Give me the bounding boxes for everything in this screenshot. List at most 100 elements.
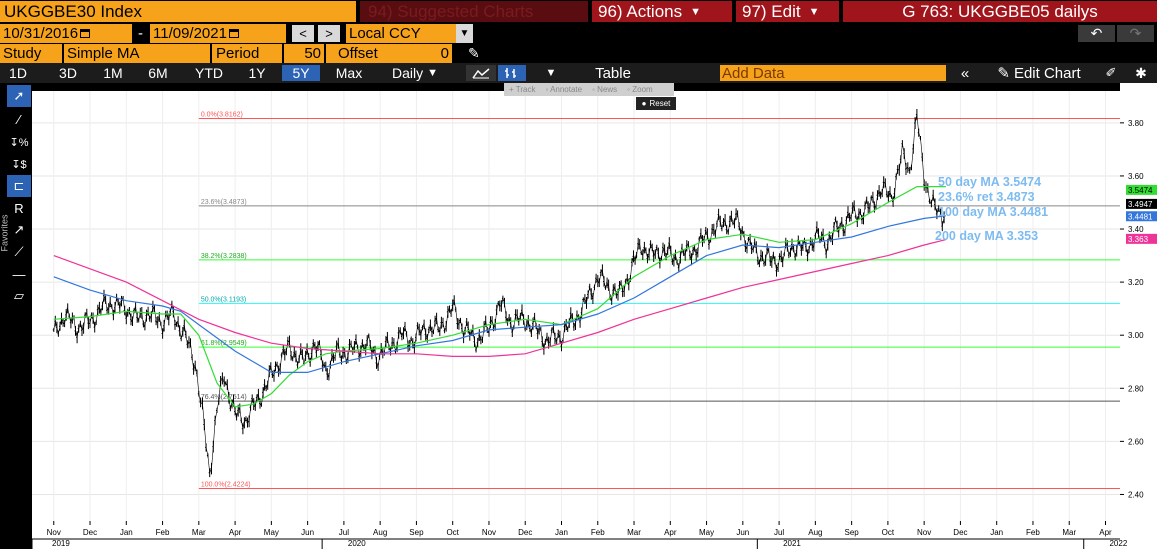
period-max-button[interactable]: Max (335, 65, 363, 81)
moving-average-line (53, 215, 946, 373)
palette-track-button[interactable]: + Track (509, 85, 536, 94)
price-line (53, 114, 945, 474)
chart-settings-button[interactable]: ✐ (1100, 65, 1122, 81)
cursor-icon: ➚ (13, 88, 25, 103)
moving-average-line (53, 239, 947, 357)
study-label: Study (0, 44, 62, 63)
bar-chart-button[interactable] (498, 65, 526, 81)
retracement-tool[interactable]: R (7, 197, 31, 219)
x-tick-label: May (264, 528, 279, 537)
prev-period-button[interactable]: < (292, 25, 314, 42)
suggested-charts-button[interactable]: 94) Suggested Charts (360, 1, 588, 22)
x-tick-label: Apr (229, 528, 242, 537)
edit-chart-button[interactable]: ✎ Edit Chart (984, 65, 1094, 83)
calendar-icon[interactable] (228, 29, 239, 38)
fib-tool[interactable]: ⊏ (7, 175, 31, 197)
gear-icon: ✱ (1135, 64, 1147, 81)
arrow-tool[interactable]: ↗ (7, 219, 31, 241)
table-button[interactable]: Table (595, 64, 631, 82)
y-tick-label: 3.00 (1128, 331, 1144, 340)
cursor-tool[interactable]: ➚ (7, 85, 31, 107)
retracement-icon: R (14, 200, 24, 216)
x-tick-label: Jan (555, 528, 568, 537)
palette-annotate-button[interactable]: ◦ Annotate (545, 85, 583, 94)
y-tick-label: 3.80 (1128, 119, 1144, 128)
period-3d-button[interactable]: 3D (59, 65, 77, 81)
gear-button[interactable]: ✱ (1130, 65, 1152, 81)
date-separator: - (138, 25, 143, 42)
fib-level-label: 38.2%(3.2838) (201, 253, 247, 260)
period-5y-button[interactable]: 5Y (282, 65, 320, 81)
line-chart-button[interactable] (466, 65, 496, 81)
x-tick-label: Jan (990, 528, 1003, 537)
trend-tool[interactable]: ⟋ (7, 241, 31, 263)
x-axis-panel (32, 521, 1157, 549)
start-date-field[interactable]: 10/31/2016 (0, 24, 132, 43)
redo-button[interactable]: ↷ (1117, 25, 1154, 42)
price-tag-label: 3.4947 (1128, 200, 1153, 209)
line-chart-icon (472, 68, 490, 79)
redo-icon: ↷ (1129, 25, 1142, 41)
start-date-value: 10/31/2016 (3, 25, 79, 42)
offset-input[interactable]: 0 (400, 44, 452, 63)
period-ytd-button[interactable]: YTD (195, 65, 223, 81)
palette-news-button[interactable]: ◦ News (592, 85, 618, 94)
arrow-icon: ↗ (13, 222, 25, 237)
actions-menu[interactable]: 96) Actions ▼ (592, 1, 732, 22)
collapse-button[interactable]: « (954, 65, 976, 82)
y-tick-label: 2.80 (1128, 384, 1144, 393)
palette-zoom-button[interactable]: ◦ Zoom (627, 85, 653, 94)
currency-dropdown-button[interactable]: ▼ (456, 24, 473, 43)
fib-level-label: 50.0%(3.1193) (201, 297, 246, 304)
add-data-input[interactable]: Add Data (720, 65, 946, 82)
period-1d-button[interactable]: 1D (9, 65, 27, 81)
period-6m-button[interactable]: 6M (148, 65, 168, 81)
y-tick-label: 3.20 (1128, 278, 1144, 287)
x-tick-label: Nov (47, 528, 61, 537)
period-label: Period (212, 44, 282, 63)
line-tool[interactable]: ∕ (7, 108, 31, 130)
y-tick-label: 3.60 (1128, 172, 1144, 181)
x-tick-label: Oct (882, 528, 895, 537)
price-tag-label: 3.5474 (1128, 186, 1153, 195)
x-tick-label: Sep (409, 528, 424, 537)
period-input[interactable]: 50 (284, 44, 324, 63)
year-label: 2022 (1109, 539, 1127, 548)
end-date-field[interactable]: 11/09/2021 (150, 24, 286, 43)
hline-tool[interactable]: — (7, 263, 31, 285)
chart-type-dropdown[interactable]: ▼ (540, 65, 562, 81)
y-tick-label: 2.40 (1128, 490, 1144, 499)
x-tick-label: Apr (1099, 528, 1112, 537)
undo-button[interactable]: ↶ (1078, 25, 1115, 42)
x-tick-label: Feb (591, 528, 605, 537)
fib-level-label: 0.0%(3.8162) (201, 112, 243, 119)
period-1y-button[interactable]: 1Y (248, 65, 266, 81)
edit-menu[interactable]: 97) Edit ▼ (736, 1, 839, 22)
dollar-tool[interactable]: ↧$ (7, 153, 31, 175)
x-tick-label: Dec (518, 528, 532, 537)
plot-area (32, 91, 1120, 521)
frequency-select[interactable]: Daily ▼ (380, 65, 450, 81)
x-tick-label: Nov (482, 528, 496, 537)
percent-tool[interactable]: ↧% (7, 131, 31, 153)
channel-tool[interactable]: ▱ (7, 285, 31, 307)
security-ticker-field[interactable]: UKGGBE30 Index (0, 1, 356, 22)
chevron-down-icon: ▼ (545, 67, 557, 79)
pencil-icon[interactable]: ✎ (468, 45, 480, 61)
fib-level-label: 23.6%(3.4873) (201, 199, 247, 206)
fib-level-label: 100.0%(2.4224) (201, 482, 251, 489)
x-tick-label: Mar (627, 528, 641, 537)
x-tick-label: Jul (339, 528, 349, 537)
calendar-icon[interactable] (80, 29, 91, 38)
study-type-select[interactable]: Simple MA (64, 44, 210, 63)
moving-average-line (53, 186, 946, 408)
favorites-tab[interactable]: Favorites (0, 193, 9, 273)
next-period-button[interactable]: > (318, 25, 340, 42)
x-tick-label: Mar (192, 528, 206, 537)
price-chart[interactable]: 0.0%(3.8162) 23.6%(3.4873) 38.2%(3.2838) 50… (32, 83, 1157, 549)
horizontal-line-icon: — (12, 266, 26, 282)
reset-button[interactable]: ● Reset (636, 97, 676, 110)
period-1m-button[interactable]: 1M (103, 65, 123, 81)
currency-select[interactable]: Local CCY (346, 24, 456, 43)
ohlc-bars-icon (505, 68, 516, 78)
